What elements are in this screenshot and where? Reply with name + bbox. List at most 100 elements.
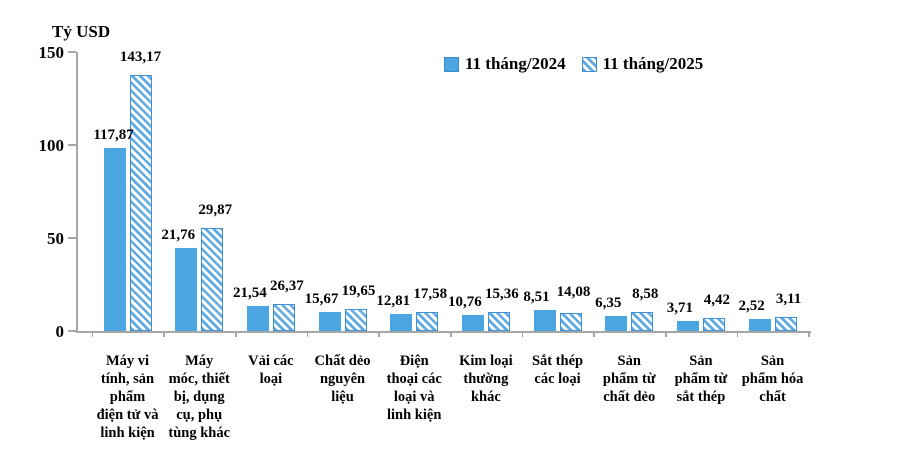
bar-value-label-2025-4: 17,58: [413, 286, 448, 303]
category-label-line: loại: [259, 371, 283, 387]
category-label-line: Điện: [399, 353, 429, 369]
legend-item-2025: 11 tháng/2025: [581, 54, 704, 74]
bar-2025-0: [129, 75, 152, 331]
bar-value-label-2024-5: 10,76: [448, 294, 482, 310]
category-label-line: linh kiện: [387, 407, 442, 423]
category-label-3: Chất dẻo nguyên liệu: [295, 352, 391, 406]
bar-2025-8: [702, 317, 725, 331]
bar-value-label-2024-3: 15,67: [304, 291, 339, 308]
category-label-line: phẩm hóa: [741, 371, 804, 387]
category-label-line: móc, thiết: [168, 371, 230, 387]
category-label-line: chất dẻo: [603, 389, 656, 405]
bar-value-label-2025-6: 14,08: [556, 283, 591, 300]
category-label-2: Vải các loại: [223, 352, 319, 388]
category-label-line: Sản: [617, 353, 641, 369]
bar-2024-7: [605, 315, 628, 331]
category-label-line: phẩm: [109, 389, 146, 405]
bar-value-label-2025-0: 143,17: [119, 49, 162, 66]
category-label-line: nguyên: [319, 371, 366, 387]
bar-2024-1: [175, 248, 198, 331]
bar-value-label-2025-2: 26,37: [270, 278, 304, 295]
category-label-line: phẩm từ: [602, 371, 656, 387]
category-label-line: Máy vi: [105, 353, 150, 369]
category-label-line: linh kiện: [100, 425, 155, 441]
bar-value-label-2024-0: 117,87: [93, 126, 134, 143]
legend-label-2024: 11 tháng/2024: [465, 54, 566, 73]
axis-unit-label: Tỷ USD: [52, 22, 111, 41]
y-tick-mark: [68, 51, 76, 53]
category-label-line: Sản: [689, 353, 713, 369]
x-tick-mark: [91, 331, 94, 337]
category-label-line: cụ, phụ: [176, 407, 223, 423]
legend-swatch-2024-icon: [444, 56, 459, 72]
y-tick-label-50: 50: [47, 229, 64, 248]
x-tick-mark: [808, 331, 810, 337]
bar-2024-3: [318, 312, 341, 331]
legend-label-2025: 11 tháng/2025: [602, 54, 704, 73]
category-label-line: loại và: [393, 389, 435, 405]
x-axis-line: [76, 331, 811, 333]
category-label-line: Máy: [185, 353, 214, 369]
category-label-line: sắt thép: [676, 389, 726, 405]
bar-2024-0: [103, 147, 126, 331]
bar-value-label-2025-8: 4,42: [703, 291, 731, 308]
bar-value-label-2025-9: 3,11: [775, 291, 802, 308]
y-tick-label-100: 100: [38, 136, 65, 155]
bar-2024-6: [533, 309, 556, 331]
bar-value-label-2024-7: 6,35: [595, 294, 622, 311]
category-label-line: Chất dẻo: [314, 353, 371, 369]
category-label-line: tùng khác: [168, 425, 231, 441]
bar-2025-2: [272, 304, 295, 331]
bar-2024-2: [246, 306, 269, 331]
bar-value-label-2025-1: 29,87: [198, 201, 233, 218]
category-label-line: Kim loại: [459, 353, 513, 369]
y-tick-label-0: 0: [55, 322, 65, 341]
x-tick-mark: [450, 331, 452, 337]
category-label-line: thoại các: [386, 371, 442, 387]
x-tick-mark: [378, 331, 380, 337]
bar-value-label-2024-4: 12,81: [376, 293, 411, 310]
category-label-line: Sản: [760, 353, 785, 369]
category-label-line: tính, sản: [100, 371, 155, 387]
y-tick-mark: [68, 330, 76, 332]
bar-2025-6: [559, 312, 582, 331]
bar-value-label-2024-6: 8,51: [523, 288, 550, 305]
legend: 11 tháng/2024 11 tháng/2025: [444, 54, 703, 74]
category-label-line: thường: [463, 371, 509, 387]
category-label-line: phẩm từ: [674, 371, 728, 387]
category-label-8: Sản phẩm từ sắt thép: [653, 352, 749, 406]
y-axis-line: [76, 52, 78, 331]
y-tick-label-150: 150: [38, 43, 65, 62]
x-tick-mark: [235, 331, 237, 337]
bar-value-label-2025-5: 15,36: [485, 286, 519, 303]
legend-swatch-2025-icon: [581, 56, 597, 72]
category-label-7: Sản phẩm từ chất dẻo: [581, 352, 677, 406]
bar-value-label-2024-1: 21,76: [161, 227, 196, 244]
bar-2025-7: [631, 312, 654, 331]
bar-2025-1: [201, 227, 224, 331]
category-label-6: Sắt thép các loại: [510, 352, 606, 388]
bar-2025-5: [487, 312, 510, 331]
bar-2025-9: [774, 317, 797, 331]
x-tick-mark: [306, 331, 309, 337]
x-tick-mark: [593, 331, 595, 337]
y-tick-mark: [68, 237, 76, 239]
x-tick-mark: [521, 331, 524, 337]
x-tick-mark: [163, 331, 165, 337]
category-label-line: Vải các: [248, 353, 294, 369]
category-label-line: điện tử và: [96, 407, 159, 423]
bar-2024-9: [748, 318, 771, 331]
category-label-line: các loại: [534, 371, 581, 387]
category-label-line: khác: [470, 389, 501, 405]
category-label-line: Sắt thép: [531, 353, 584, 369]
category-label-line: liệu: [331, 389, 354, 405]
bar-value-label-2025-3: 19,65: [341, 283, 376, 300]
category-label-9: Sản phẩm hóa chất: [725, 352, 821, 406]
y-tick-mark: [68, 144, 76, 146]
bar-2025-4: [416, 312, 439, 331]
x-tick-mark: [736, 331, 739, 337]
bar-2024-4: [390, 314, 413, 331]
bar-2024-5: [461, 315, 484, 331]
bar-value-label-2025-7: 8,58: [632, 286, 659, 303]
